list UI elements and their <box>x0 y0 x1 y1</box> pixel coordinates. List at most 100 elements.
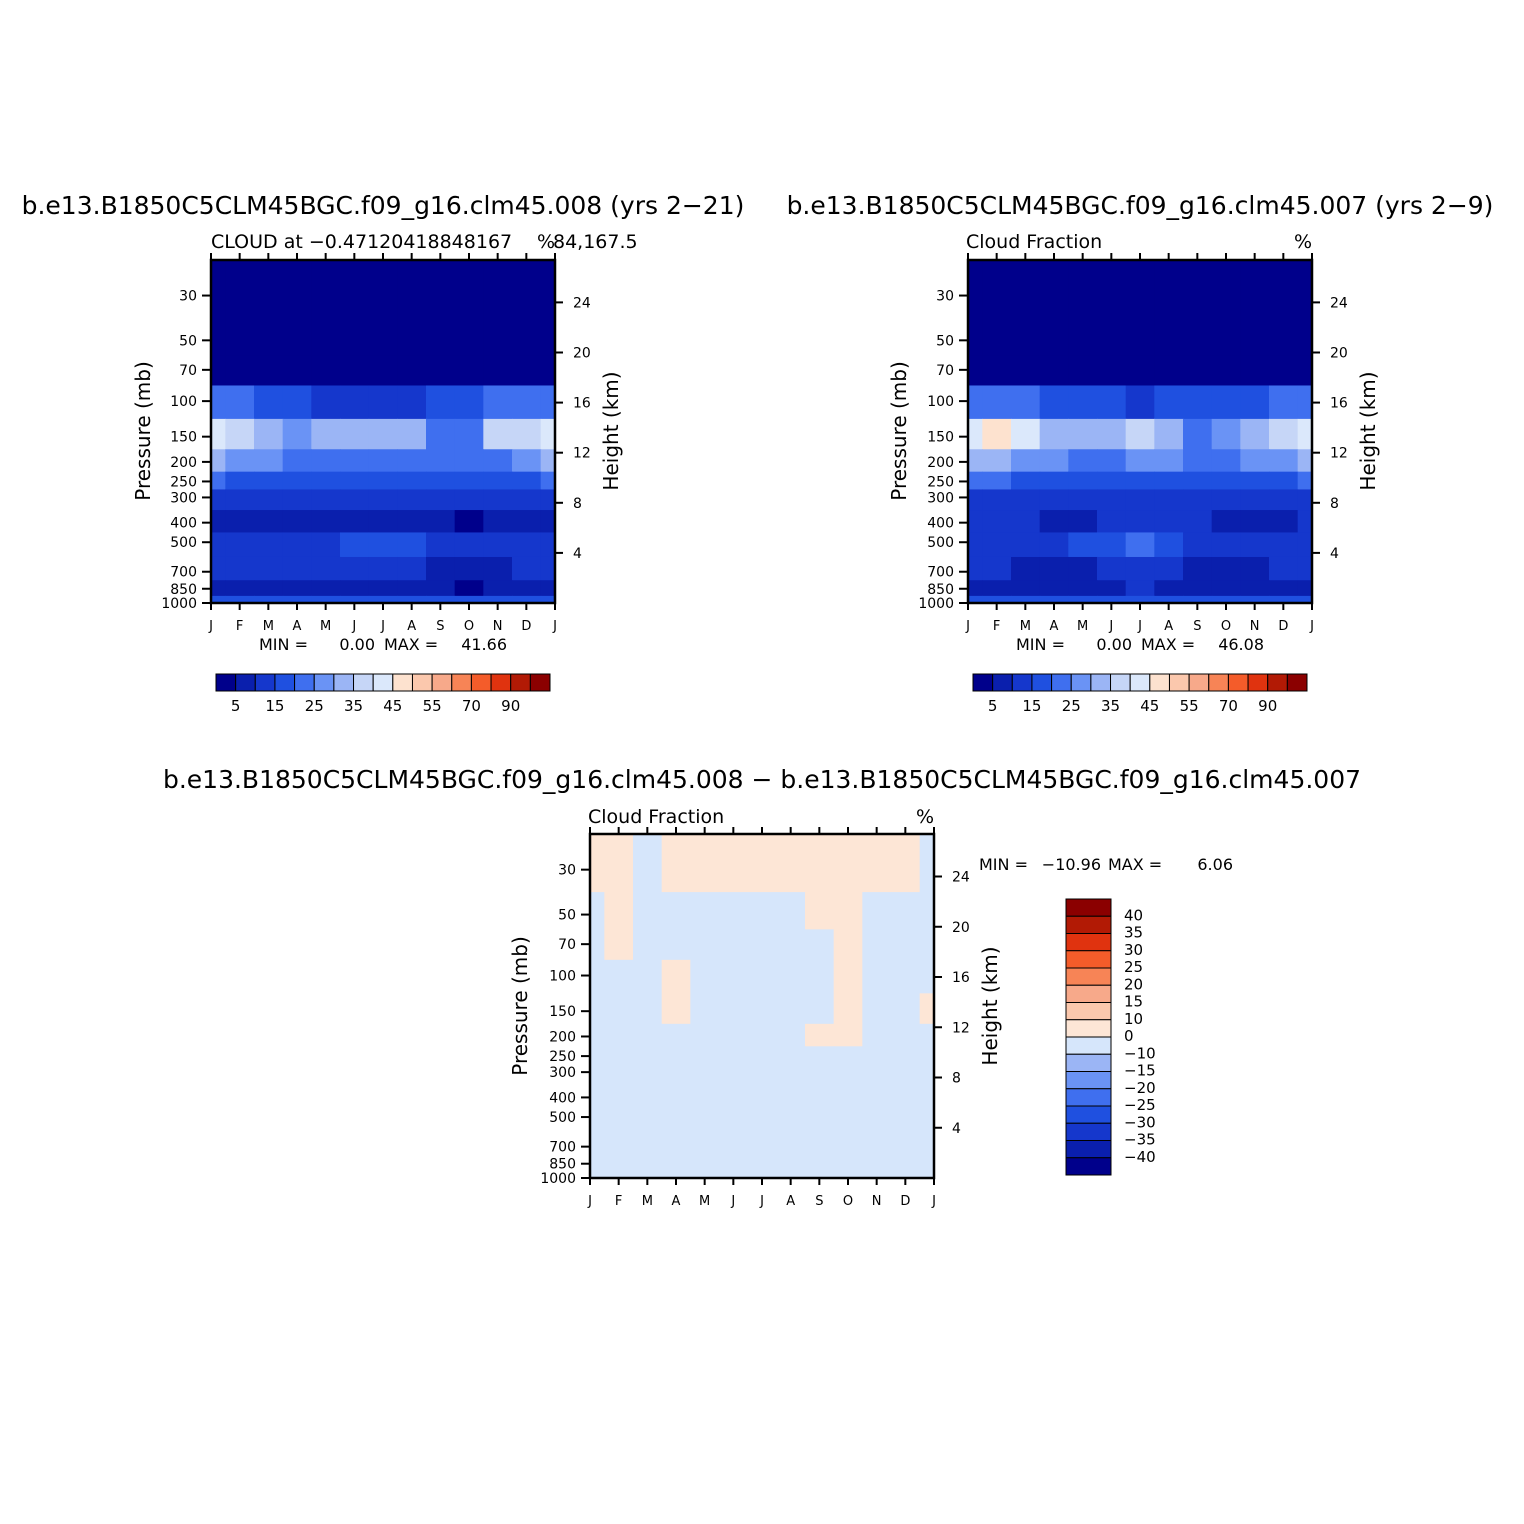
contour-field <box>968 260 1312 603</box>
field-cell <box>590 959 605 994</box>
field-cell <box>282 471 312 491</box>
field-cell <box>1269 595 1299 603</box>
y-tick-label: 500 <box>927 535 954 551</box>
field-cell <box>1154 355 1184 387</box>
field-cell <box>604 959 634 994</box>
field-cell <box>1011 449 1041 473</box>
x-tick-label: A <box>407 619 416 634</box>
field-cell <box>719 1084 749 1108</box>
field-cell <box>1183 385 1213 420</box>
x-tick-label: F <box>236 619 243 634</box>
field-cell <box>397 317 427 356</box>
min-label: MIN = <box>1016 635 1065 654</box>
field-cell <box>1297 385 1312 420</box>
field-cell <box>833 1131 863 1156</box>
x-tick-label: J <box>351 619 356 634</box>
field-cell <box>1125 418 1155 450</box>
field-cell <box>512 510 542 534</box>
x-tick-label: J <box>1108 619 1113 634</box>
field-cell <box>862 1064 892 1086</box>
field-cell <box>919 1023 934 1047</box>
colorbar-swatch <box>1065 1157 1112 1176</box>
colorbar-swatch <box>1065 1071 1112 1090</box>
field-cell <box>1269 317 1299 356</box>
colorbar-label: 0 <box>1124 1027 1134 1045</box>
field-cell <box>833 892 863 930</box>
field-cell <box>919 929 934 961</box>
x-tick-label: J <box>380 619 385 634</box>
y-right-tick-label: 4 <box>1330 546 1339 562</box>
field-cell <box>968 355 983 387</box>
field-cell <box>1240 260 1270 319</box>
field-cell <box>1068 580 1098 597</box>
field-cell <box>282 595 312 603</box>
field-cell <box>1097 449 1127 473</box>
field-cell <box>1183 355 1213 387</box>
colorbar-swatch <box>1065 1140 1112 1159</box>
field-cell <box>1269 471 1299 491</box>
field-cell <box>483 260 513 319</box>
field-cell <box>833 1023 863 1047</box>
field-cell <box>719 959 749 994</box>
colorbar-label: −10 <box>1124 1044 1156 1062</box>
field-cell <box>1211 471 1241 491</box>
field-cell <box>540 580 555 597</box>
field-cell <box>311 580 341 597</box>
field-cell <box>483 580 513 597</box>
field-cell <box>805 1023 835 1047</box>
y-tick-label: 200 <box>549 1029 576 1045</box>
field-cell <box>604 993 634 1025</box>
field-cell <box>512 418 542 450</box>
y-tick-label: 500 <box>170 535 197 551</box>
colorbar-swatch <box>510 673 531 692</box>
field-cell <box>225 532 255 558</box>
field-cell <box>540 260 555 319</box>
colorbar-swatch <box>1065 1019 1112 1038</box>
x-tick-label: S <box>1193 619 1201 634</box>
field-cell <box>833 1064 863 1086</box>
field-cell <box>540 418 555 450</box>
field-cell <box>1297 317 1312 356</box>
field-cell <box>1125 317 1155 356</box>
field-cell <box>862 1131 892 1156</box>
y-tick-label: 250 <box>170 474 197 490</box>
y-right-tick-label: 8 <box>952 1071 961 1087</box>
field-cell <box>776 1155 806 1172</box>
field-cell <box>1039 471 1069 491</box>
field-cell <box>1068 510 1098 534</box>
field-cell <box>1269 385 1299 420</box>
field-cell <box>1068 260 1098 319</box>
field-cell <box>1068 595 1098 603</box>
field-cell <box>690 959 720 994</box>
field-cell <box>1097 580 1127 597</box>
field-cell <box>776 834 806 893</box>
field-cell <box>833 1107 863 1133</box>
field-cell <box>604 834 634 893</box>
field-cell <box>805 1064 835 1086</box>
field-cell <box>590 929 605 961</box>
panel-title: b.e13.B1850C5CLM45BGC.f09_g16.clm45.008 … <box>163 765 1361 794</box>
field-cell <box>719 1170 749 1178</box>
field-cell <box>747 1155 777 1172</box>
field-cell <box>483 556 513 581</box>
field-cell <box>590 1084 605 1108</box>
field-cell <box>211 556 226 581</box>
field-cell <box>862 892 892 930</box>
field-cell <box>719 1023 749 1047</box>
field-cell <box>690 1155 720 1172</box>
field-cell <box>311 489 341 511</box>
field-cell <box>590 1170 605 1178</box>
field-cell <box>1240 556 1270 581</box>
field-cell <box>690 834 720 893</box>
field-cell <box>1240 355 1270 387</box>
field-cell <box>426 510 456 534</box>
field-cell <box>282 260 312 319</box>
field-cell <box>426 385 456 420</box>
panel-model008: b.e13.B1850C5CLM45BGC.f09_g16.clm45.008 … <box>22 191 745 715</box>
field-cell <box>747 1170 777 1178</box>
field-cell <box>340 355 370 387</box>
field-cell <box>590 1046 605 1065</box>
field-cell <box>776 1023 806 1047</box>
x-tick-label: M <box>1020 619 1031 634</box>
field-cell <box>982 595 1012 603</box>
